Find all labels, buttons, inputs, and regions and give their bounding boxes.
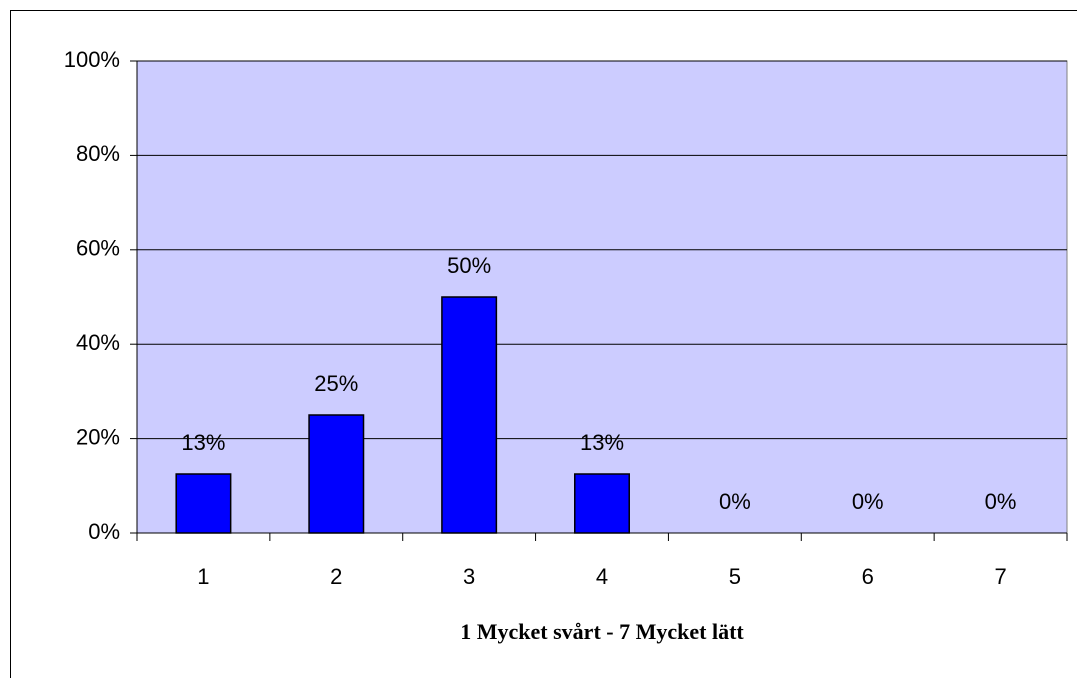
y-tick-label: 0%: [88, 519, 120, 544]
x-tick-label: 1: [197, 564, 209, 589]
x-tick-label: 7: [994, 564, 1006, 589]
x-tick-label: 4: [596, 564, 608, 589]
y-tick-label: 60%: [76, 236, 120, 261]
data-label: 13%: [580, 430, 624, 455]
data-label: 13%: [181, 430, 225, 455]
x-tick-label: 2: [330, 564, 342, 589]
x-tick-label: 5: [729, 564, 741, 589]
bar: [441, 296, 498, 534]
x-tick-label: 3: [463, 564, 475, 589]
data-label: 50%: [447, 253, 491, 278]
y-tick-label: 100%: [64, 47, 120, 72]
x-tick-label: 6: [862, 564, 874, 589]
plot-area: [136, 60, 1068, 534]
y-tick-label: 20%: [76, 424, 120, 449]
bar: [175, 473, 232, 534]
data-label: 0%: [719, 489, 751, 514]
x-axis-title: 1 Mycket svårt - 7 Mycket lätt: [460, 619, 744, 644]
bar: [574, 473, 630, 534]
data-label: 0%: [852, 489, 884, 514]
y-tick-label: 40%: [76, 330, 120, 355]
bar: [308, 414, 365, 534]
data-label: 25%: [314, 371, 358, 396]
y-tick-label: 80%: [76, 141, 120, 166]
data-label: 0%: [985, 489, 1017, 514]
